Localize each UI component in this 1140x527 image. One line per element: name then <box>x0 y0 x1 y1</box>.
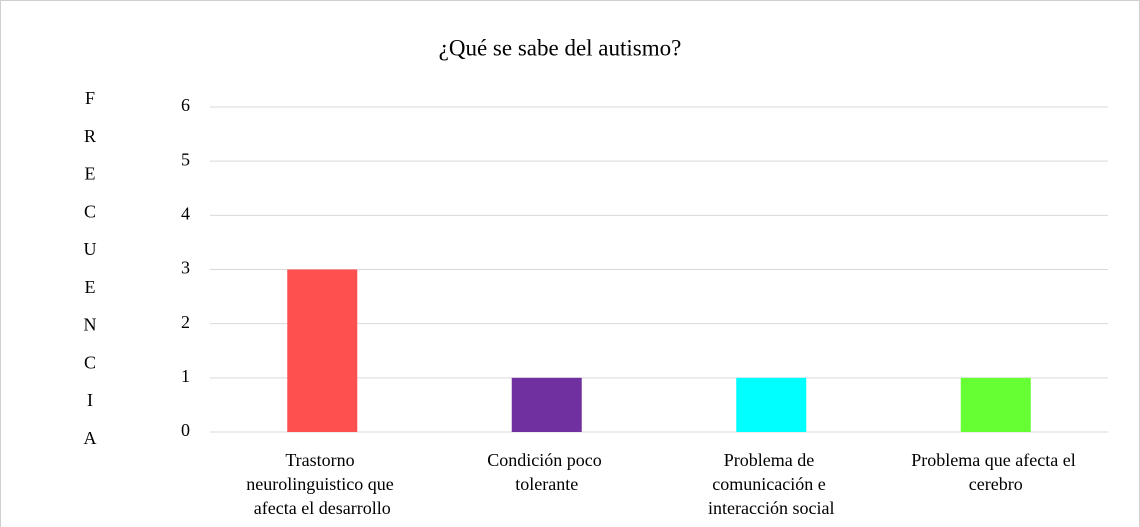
x-tick-label: Trastorno neurolinguistico que afecta el… <box>246 450 398 518</box>
y-tick-label: 4 <box>181 203 190 223</box>
y-tick-label: 3 <box>181 258 190 278</box>
y-tick-label: 0 <box>181 420 190 440</box>
chart-title: ¿Qué se sabe del autismo? <box>439 35 682 60</box>
bar <box>511 377 582 432</box>
bar <box>960 377 1031 432</box>
x-tick-label: Problema de comunicación e interacción s… <box>708 450 834 518</box>
bar <box>287 269 358 432</box>
bar <box>736 377 807 432</box>
y-tick-label: 6 <box>181 95 190 115</box>
x-tick-label: Condición poco tolerante <box>487 450 606 494</box>
x-tick-label: Problema que afecta el cerebro <box>911 450 1080 494</box>
y-tick-label: 1 <box>181 366 190 386</box>
y-tick-label: 5 <box>181 149 190 169</box>
y-tick-label: 2 <box>181 312 190 332</box>
